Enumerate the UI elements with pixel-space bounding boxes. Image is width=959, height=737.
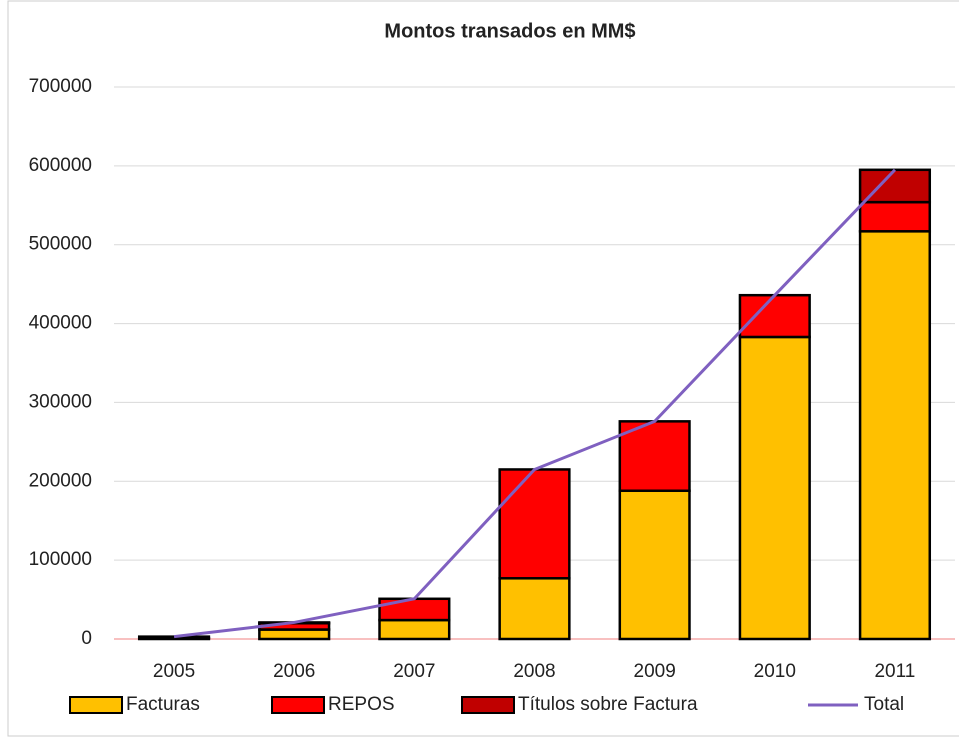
- chart-title: Montos transados en MM$: [384, 20, 635, 42]
- bar: [378, 597, 451, 622]
- y-tick-label: 200000: [29, 470, 92, 491]
- x-tick-label: 2005: [153, 661, 195, 682]
- legend-label: Facturas: [126, 694, 200, 715]
- legend-swatch: [271, 696, 325, 714]
- bar: [498, 577, 571, 641]
- bar: [738, 335, 811, 641]
- legend-swatch: [461, 696, 515, 714]
- bar: [498, 468, 571, 580]
- x-tick-label: 2008: [513, 661, 555, 682]
- y-tick-label: 500000: [29, 234, 92, 255]
- y-tick-label: 400000: [29, 313, 92, 334]
- chart-border: [7, 0, 959, 737]
- legend-label: Total: [864, 694, 904, 715]
- x-tick-label: 2009: [634, 661, 676, 682]
- y-tick-label: 600000: [29, 155, 92, 176]
- bar: [258, 628, 331, 641]
- x-tick-label: 2006: [273, 661, 315, 682]
- legend-label: Títulos sobre Factura: [518, 694, 698, 715]
- x-tick-label: 2010: [754, 661, 796, 682]
- bar: [618, 489, 691, 641]
- bar: [137, 635, 211, 640]
- legend-swatch: [69, 696, 123, 714]
- x-tick-label: 2007: [393, 661, 435, 682]
- bar: [858, 230, 932, 641]
- bar: [858, 200, 932, 233]
- y-tick-label: 0: [81, 628, 92, 649]
- x-tick-label: 2011: [874, 661, 915, 682]
- y-tick-label: 300000: [29, 391, 92, 412]
- y-tick-label: 700000: [29, 76, 92, 97]
- legend-label: REPOS: [328, 694, 395, 715]
- bar: [618, 420, 691, 492]
- y-tick-label: 100000: [29, 549, 92, 570]
- bar: [378, 618, 451, 641]
- bar: [738, 293, 811, 339]
- line: [173, 168, 897, 639]
